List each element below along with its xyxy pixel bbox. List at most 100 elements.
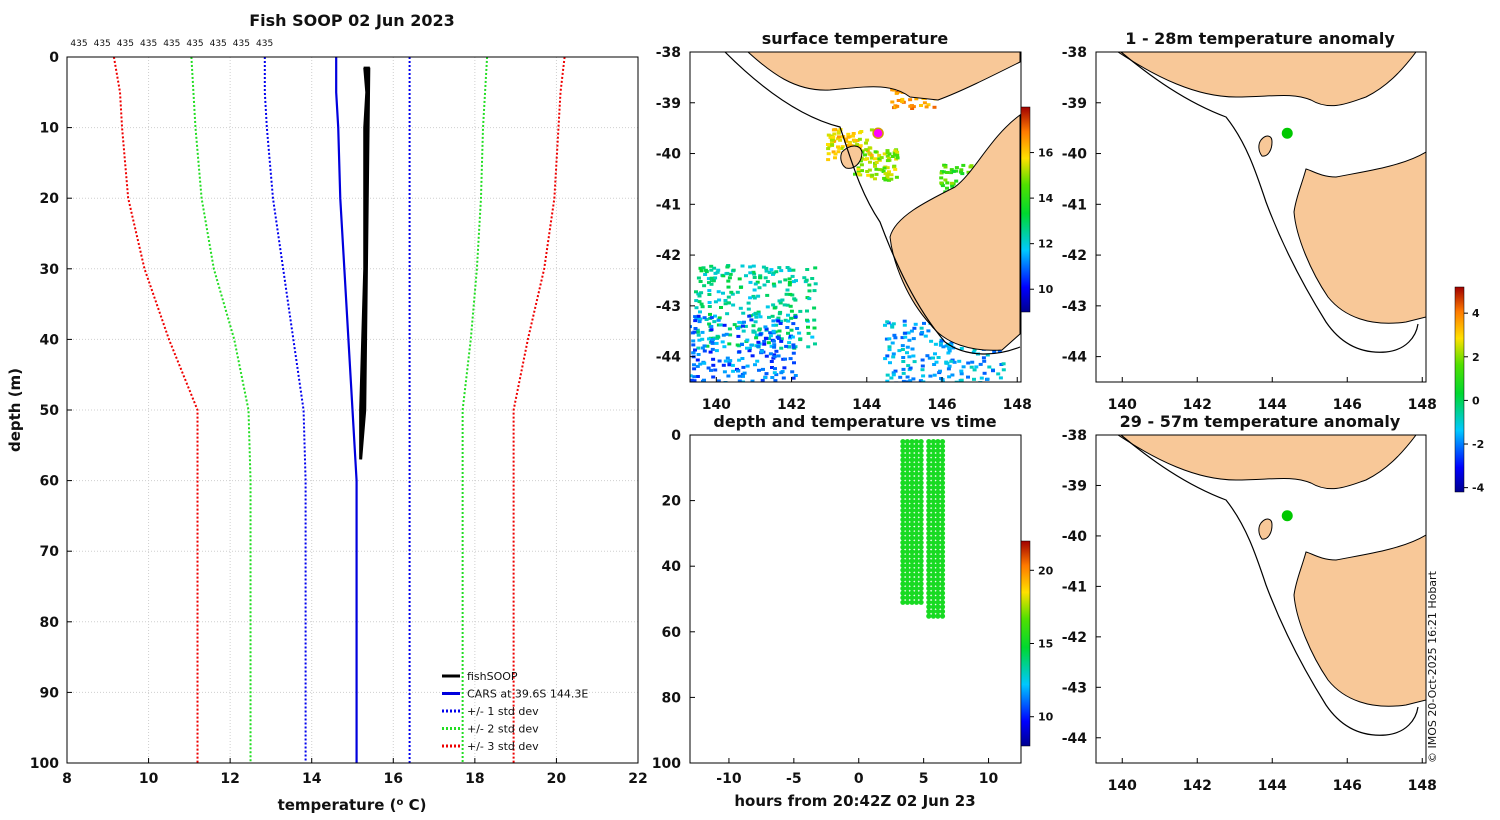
- sst-pixel: [882, 152, 887, 156]
- sst-pixel: [743, 324, 748, 328]
- time-xtick-label: 5: [919, 771, 929, 787]
- sst-pixel: [882, 176, 887, 180]
- sst-pixel: [910, 107, 915, 110]
- sst-pixel: [694, 290, 698, 294]
- sst-pixel: [972, 377, 976, 381]
- time-point: [918, 452, 924, 458]
- time-ytick-label: 100: [652, 756, 681, 772]
- time-point: [939, 475, 946, 481]
- sst-pixel: [938, 343, 943, 347]
- map-xtick-label: 148: [1408, 397, 1437, 413]
- time-point: [935, 567, 941, 573]
- sst-pixel: [716, 268, 721, 272]
- map-ytick-label: -42: [656, 248, 681, 264]
- sst-pixel: [683, 326, 687, 329]
- time-point: [904, 517, 911, 523]
- time-point: [926, 572, 932, 578]
- time-point: [904, 585, 911, 592]
- time-point: [939, 549, 946, 555]
- sst-pixel: [922, 321, 926, 325]
- sst-pixel: [856, 167, 861, 171]
- time-point: [939, 540, 946, 546]
- time-point: [904, 572, 911, 578]
- sst-pixel: [903, 335, 908, 339]
- sst-pixel: [747, 349, 752, 353]
- sst-pixel: [750, 386, 754, 389]
- sst-pixel: [877, 153, 882, 157]
- anomaly-shallow-panel: 1 - 28m temperature anomaly 140 142 144 146…: [1062, 29, 1437, 413]
- time-point: [913, 581, 920, 587]
- time-point: [939, 553, 946, 560]
- sst-pixel: [692, 367, 697, 371]
- sst-pixel: [756, 344, 761, 348]
- sst-pixel: [727, 342, 732, 346]
- time-point: [935, 517, 941, 523]
- sst-pixel: [887, 348, 892, 352]
- time-point: [926, 521, 932, 527]
- sst-pixel: [933, 342, 938, 346]
- time-point: [909, 572, 915, 578]
- sst-pixel: [836, 145, 840, 149]
- time-point: [909, 512, 915, 518]
- sst-pixel: [980, 393, 984, 396]
- sst-pixel: [1001, 368, 1006, 372]
- sst-pixel: [912, 395, 916, 398]
- sst-pixel: [883, 357, 888, 361]
- sst-pixel: [937, 389, 941, 392]
- sst-pixel: [905, 380, 910, 382]
- time-point: [900, 590, 906, 596]
- anomaly-colorbar: [1454, 286, 1465, 493]
- sst-pixel: [885, 166, 890, 170]
- sst-pixel: [911, 354, 916, 358]
- sst-pixel: [698, 266, 703, 270]
- sst-pixel: [741, 324, 745, 328]
- sst-pixel: [923, 334, 928, 338]
- sst-pixel: [997, 349, 1002, 353]
- anom2-mainland: [1117, 435, 1417, 490]
- sst-pixel: [812, 318, 817, 322]
- time-point: [926, 599, 932, 605]
- sst-pixel: [696, 333, 701, 337]
- map-ytick-label: -42: [1062, 248, 1087, 264]
- sst-pixel: [787, 277, 792, 281]
- profile-ytick-label: 100: [30, 756, 59, 772]
- time-point: [930, 549, 937, 555]
- sst-pixel: [885, 373, 890, 377]
- time-point: [909, 466, 915, 472]
- sst-pixel: [903, 331, 908, 335]
- sst-pixel: [787, 281, 792, 284]
- sst-pixel: [992, 350, 997, 354]
- legend-label: CARS at 39.6S 144.3E: [467, 688, 588, 701]
- sst-pixel: [726, 301, 731, 305]
- map-ytick-label: -44: [1062, 731, 1088, 747]
- profile-ytick-label: 30: [40, 262, 60, 278]
- sst-pixel: [789, 309, 794, 313]
- time-panel: depth and temperature vs time -10 -5 0 5 100…: [652, 412, 1054, 810]
- sst-pixel: [859, 163, 864, 167]
- time-point: [918, 590, 924, 596]
- time-point: [939, 604, 946, 610]
- sst-pixel: [784, 292, 789, 296]
- time-point: [904, 530, 911, 537]
- profile-xtick-label: 18: [465, 771, 484, 787]
- sst-pixel: [712, 320, 717, 324]
- map-ytick-label: -38: [656, 45, 681, 61]
- sst-pixel: [771, 323, 776, 327]
- sst-pixel: [721, 363, 726, 367]
- sst-pixel: [723, 359, 728, 363]
- sst-pixel: [717, 298, 722, 302]
- sst-pixel: [693, 327, 698, 330]
- time-point: [935, 475, 941, 481]
- sst-pixel: [791, 376, 796, 380]
- sst-pixel: [921, 380, 926, 382]
- sst-pixel: [974, 365, 979, 369]
- sst-pixel: [930, 393, 934, 396]
- sst-pixel: [966, 375, 970, 379]
- time-point: [926, 576, 932, 582]
- time-point: [900, 576, 906, 582]
- sst-pixel: [705, 344, 710, 348]
- time-xtick-label: 0: [854, 771, 864, 787]
- sst-pixel: [945, 181, 950, 185]
- time-point: [913, 466, 920, 472]
- anomaly-shallow-map: [1117, 52, 1426, 353]
